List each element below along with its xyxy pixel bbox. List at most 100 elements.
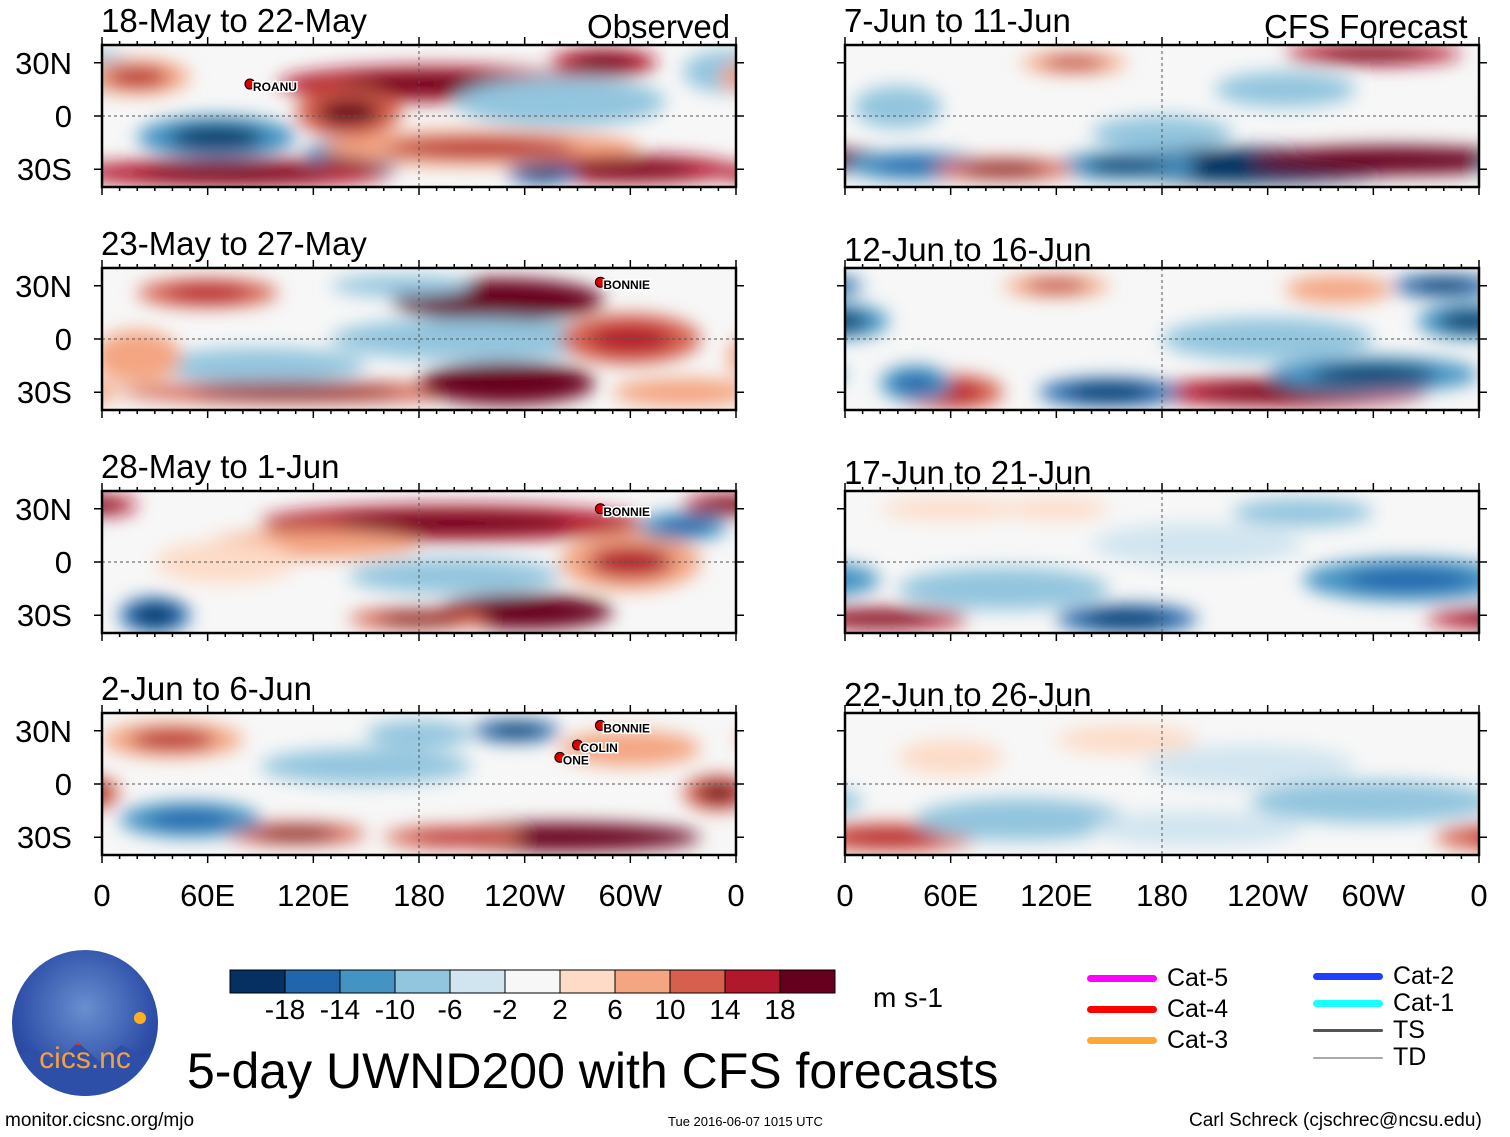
x-tick-label: 120E	[277, 878, 350, 913]
colorbar-label: 14	[709, 994, 741, 1025]
storm-marker	[572, 739, 583, 751]
wind-anomaly-blob	[154, 540, 296, 584]
wind-anomaly-core	[764, 730, 849, 750]
forecast-label: CFS Forecast	[1264, 8, 1468, 45]
wind-anomaly-core	[133, 605, 176, 626]
wind-anomaly-blob	[897, 739, 1004, 776]
legend-label: Cat-3	[1167, 1026, 1229, 1054]
map-panel	[102, 45, 803, 187]
map-panel	[102, 268, 736, 410]
panel-title: 17-Jun to 21-Jun	[844, 454, 1092, 491]
legend-item: TD	[1313, 1043, 1426, 1072]
wind-anomaly-blob	[1144, 744, 1356, 788]
wind-anomaly-core	[385, 138, 576, 158]
wind-anomaly-core	[566, 161, 694, 178]
wind-anomaly-core	[489, 724, 543, 737]
x-tick-label: 120W	[1227, 878, 1309, 913]
wind-anomaly-blob	[754, 598, 824, 634]
colorbar-label: -2	[492, 994, 518, 1025]
legend-item: Cat-5	[1087, 964, 1228, 993]
wind-anomaly-blob	[845, 790, 863, 813]
y-tick-label: 0	[54, 767, 72, 802]
colorbar-swatch	[229, 969, 286, 994]
legend-label: Cat-4	[1167, 995, 1229, 1023]
x-tick-label: 180	[1136, 878, 1188, 913]
wind-anomaly-blob	[1091, 810, 1303, 847]
wind-anomaly-blob	[727, 340, 736, 373]
footer-credit: Carl Schreck (cjschrec@ncsu.edu)	[1189, 1110, 1482, 1131]
wind-anomaly-blob	[1479, 152, 1510, 180]
wind-anomaly-core	[138, 164, 330, 181]
y-tick-label: 30S	[16, 375, 72, 411]
map-panel	[845, 45, 1510, 187]
wind-anomaly-core	[1042, 56, 1106, 69]
y-tick-label: 0	[54, 322, 72, 357]
colorbar	[229, 969, 836, 994]
wind-anomaly-core	[1084, 157, 1170, 174]
footer-url[interactable]: monitor.cicsnc.org/mjo	[5, 1110, 195, 1131]
storm-label: BONNIE	[603, 505, 650, 519]
observed-label: Observed	[587, 8, 731, 45]
colorbar-label: -6	[437, 994, 463, 1025]
y-tick-label: 30N	[15, 45, 72, 81]
wind-anomaly-blob	[1056, 725, 1198, 754]
wind-anomaly-core	[1309, 364, 1437, 385]
storm-marker	[554, 751, 566, 763]
wind-anomaly-blob	[853, 85, 942, 129]
x-tick-label: 60E	[180, 878, 236, 913]
x-tick-label: 120E	[1020, 878, 1093, 913]
wind-anomaly-core	[1320, 48, 1427, 60]
wind-anomaly-core	[1066, 384, 1152, 401]
wind-anomaly-core	[1461, 614, 1479, 624]
wind-anomaly-blob	[845, 277, 863, 294]
colorbar-label: -10	[374, 994, 416, 1025]
storm-marker	[594, 503, 606, 515]
colorbar-swatch	[669, 969, 726, 994]
wind-anomaly-blob	[1091, 522, 1303, 566]
wind-anomaly-core	[845, 829, 942, 846]
wind-anomaly-core	[316, 98, 381, 127]
wind-anomaly-core	[165, 285, 250, 301]
map-panel	[845, 491, 1479, 633]
colorbar-swatch	[339, 969, 396, 994]
panel-title: 7-Jun to 11-Jun	[844, 2, 1071, 39]
wind-anomaly-core	[740, 67, 803, 87]
y-tick-label: 30N	[15, 268, 72, 304]
colorbar-swatch	[779, 969, 836, 994]
wind-anomaly-blob	[1091, 116, 1233, 152]
wind-anomaly-blob	[330, 275, 472, 297]
wind-anomaly-blob	[845, 563, 881, 596]
legend-item: TS	[1313, 1016, 1425, 1045]
footer-timestamp: Tue 2016-06-07 1015 UTC	[668, 1114, 823, 1129]
colorbar-swatch	[504, 969, 561, 994]
panel-title: 23-May to 27-May	[101, 225, 367, 262]
panel-title: 18-May to 22-May	[101, 2, 367, 39]
wind-anomaly-core	[845, 612, 934, 625]
wind-anomaly-core	[1345, 568, 1472, 592]
wind-anomaly-core	[1438, 311, 1479, 332]
colorbar-swatch	[284, 969, 341, 994]
wind-anomaly-core	[454, 371, 560, 396]
wind-anomaly-core	[434, 288, 562, 312]
wind-anomaly-core	[253, 827, 338, 840]
colorbar-swatch	[614, 969, 671, 994]
legend-swatch	[1313, 1056, 1383, 1059]
y-tick-label: 0	[54, 99, 72, 134]
colorbar-label: 2	[552, 994, 568, 1025]
wind-anomaly-blob	[102, 382, 120, 402]
x-tick-label: 0	[93, 878, 111, 913]
wind-anomaly-blob	[454, 76, 666, 127]
x-tick-label: 60W	[598, 878, 663, 913]
legend-swatch	[1313, 973, 1383, 980]
legend-item: Cat-4	[1087, 995, 1228, 1024]
legend-swatch	[1087, 1037, 1157, 1044]
x-tick-label: 180	[393, 878, 445, 913]
map-panel	[102, 713, 849, 855]
wind-anomaly-blob	[330, 317, 613, 361]
x-tick-label: 60E	[923, 878, 979, 913]
wind-anomaly-blob	[1488, 86, 1510, 129]
colorbar-swatch	[449, 969, 506, 994]
y-tick-label: 30S	[16, 820, 72, 856]
wind-anomaly-core	[102, 499, 120, 511]
